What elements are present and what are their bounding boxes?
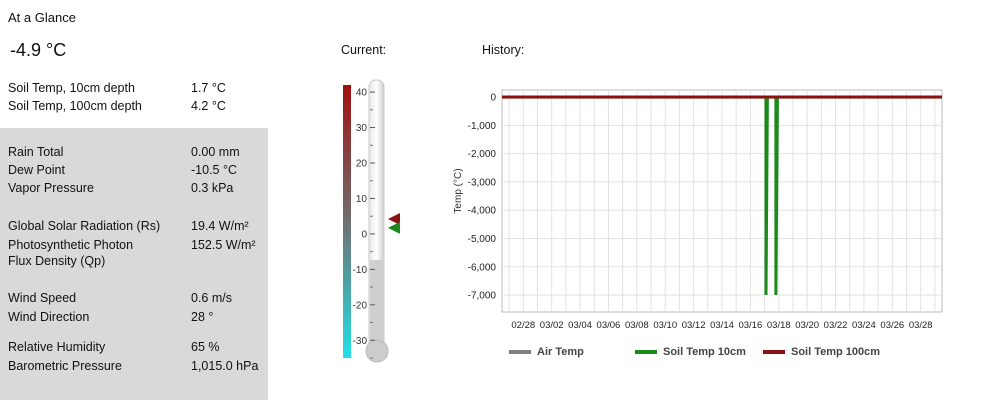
vapor-pressure-value: 0.3 kPa: [191, 181, 234, 195]
chart-x-tick-label: 03/16: [738, 320, 762, 331]
legend-air-temp-swatch: [509, 350, 531, 355]
gauge-tick-label: 20: [356, 159, 368, 170]
chart-y-tick-label: -4,000: [468, 206, 497, 217]
chart-x-tick-label: 02/28: [511, 320, 535, 331]
legend-soil-10cm-label: Soil Temp 10cm: [663, 346, 746, 358]
legend-soil-100cm-label: Soil Temp 100cm: [791, 346, 881, 358]
wind-speed-value: 0.6 m/s: [191, 291, 232, 305]
vapor-pressure-label: Vapor Pressure: [8, 181, 94, 195]
chart-x-tick-label: 03/08: [625, 320, 649, 331]
legend-soil-10cm[interactable]: Soil Temp 10cm: [635, 346, 746, 358]
photon-flux-label-line2: Flux Density (Qp): [8, 254, 106, 268]
soil-10cm-label: Soil Temp, 10cm depth: [8, 81, 135, 95]
gauge-tick-label: 40: [356, 88, 368, 99]
photon-flux-label-line1: Photosynthetic Photon: [8, 238, 134, 252]
chart-y-tick-label: -7,000: [468, 291, 497, 302]
gauge-tick-label: 10: [356, 194, 368, 205]
wind-direction-label: Wind Direction: [8, 310, 90, 324]
solar-radiation-value: 19.4 W/m²: [191, 219, 249, 233]
gauge-tick-label: -30: [353, 336, 368, 347]
wind-direction-value: 28 °: [191, 310, 214, 324]
legend-soil-100cm[interactable]: Soil Temp 100cm: [763, 346, 880, 358]
current-air-temp: -4.9 °C: [10, 40, 67, 60]
chart-x-tick-label: 03/14: [710, 320, 734, 331]
thermometer-fill: [370, 260, 383, 345]
chart-x-tick-label: 03/18: [767, 320, 791, 331]
chart-x-tick-label: 03/20: [795, 320, 819, 331]
legend-soil-100cm-swatch: [763, 350, 785, 355]
soil-100cm-value: 4.2 °C: [191, 99, 226, 113]
soil-100cm-label: Soil Temp, 100cm depth: [8, 99, 142, 113]
current-section-label: Current:: [341, 43, 387, 57]
thermometer-gauge: 40 30 20 10 0 -10 -20 -30: [343, 79, 400, 363]
dew-point-label: Dew Point: [8, 163, 65, 177]
chart-x-tick-label: 03/22: [824, 320, 848, 331]
chart-y-tick-label: 0: [490, 93, 496, 104]
wind-speed-label: Wind Speed: [8, 291, 77, 305]
rain-total-value: 0.00 mm: [191, 145, 240, 159]
chart-y-tick-label: -6,000: [468, 262, 497, 273]
gauge-tick-label: -20: [353, 300, 368, 311]
gauge-tick-label: 30: [356, 123, 368, 134]
soil-100cm-marker: [388, 213, 400, 226]
gauge-tick-label: 0: [361, 229, 367, 240]
humidity-value: 65 %: [191, 340, 220, 354]
soil-10cm-marker: [388, 221, 400, 234]
chart-y-tick-label: -3,000: [468, 177, 497, 188]
chart-y-tick-label: -5,000: [468, 234, 497, 245]
chart-y-tick-label: -1,000: [468, 121, 497, 132]
chart-x-tick-label: 03/28: [909, 320, 933, 331]
history-chart: 0 -1,000 -2,000 -3,000 -4,000 -5,000 -6,000 -7,…: [453, 89, 943, 331]
rain-total-label: Rain Total: [8, 145, 64, 159]
chart-x-tick-label: 03/24: [852, 320, 876, 331]
chart-y-tick-label: -2,000: [468, 149, 497, 160]
history-section-label: History:: [482, 43, 525, 57]
chart-x-tick-label: 03/06: [597, 320, 621, 331]
chart-y-axis-label: Temp (°C): [453, 168, 464, 213]
barometric-pressure-value: 1,015.0 hPa: [191, 359, 259, 373]
chart-x-tick-label: 03/02: [540, 320, 564, 331]
thermometer-bulb: [365, 339, 389, 363]
barometric-pressure-label: Barometric Pressure: [8, 359, 122, 373]
chart-x-tick-label: 03/26: [880, 320, 904, 331]
chart-x-tick-label: 03/10: [653, 320, 677, 331]
legend-air-temp-label: Air Temp: [537, 346, 584, 358]
at-a-glance-heading: At a Glance: [8, 10, 76, 25]
chart-x-tick-label: 03/04: [568, 320, 592, 331]
solar-radiation-label: Global Solar Radiation (Rs): [8, 219, 161, 233]
photon-flux-value: 152.5 W/m²: [191, 238, 256, 252]
chart-x-tick-label: 03/12: [682, 320, 706, 331]
gauge-tick-label: -10: [353, 265, 368, 276]
legend-air-temp[interactable]: Air Temp: [509, 346, 584, 358]
metrics-panel: [0, 128, 268, 400]
humidity-label: Relative Humidity: [8, 340, 106, 354]
gauge-color-bar: [343, 85, 351, 358]
dew-point-value: -10.5 °C: [191, 163, 237, 177]
soil-10cm-value: 1.7 °C: [191, 81, 226, 95]
legend-soil-10cm-swatch: [635, 350, 657, 355]
